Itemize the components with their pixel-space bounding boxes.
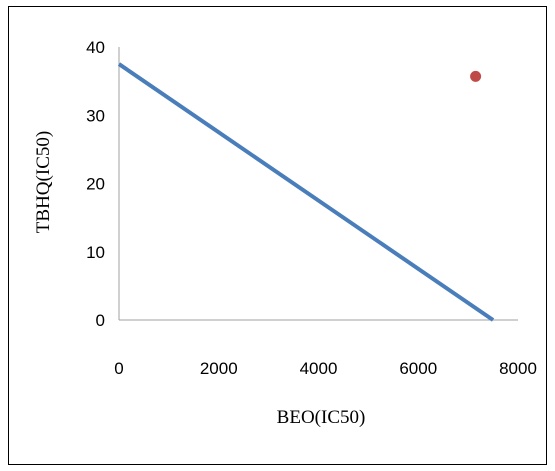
x-tick-labels: 0 2000 4000 6000 8000: [114, 359, 537, 378]
x-tick-label: 8000: [499, 359, 537, 378]
plot-area: [117, 62, 495, 322]
x-tick-label: 4000: [300, 359, 338, 378]
y-tick-label: 0: [96, 311, 105, 330]
chart-frame: 0 10 20 30 40 0 2000 4000 6000 8000 TBHQ(IC50) B…: [8, 6, 547, 465]
x-tick-label: 6000: [399, 359, 437, 378]
data-point: [470, 70, 482, 82]
y-tick-labels: 0 10 20 30 40: [86, 38, 105, 330]
y-tick-label: 20: [86, 175, 105, 194]
trend-line: [117, 62, 495, 322]
y-tick-label: 30: [86, 106, 105, 125]
x-tick-label: 0: [114, 359, 123, 378]
y-tick-label: 10: [86, 243, 105, 262]
y-tick-label: 40: [86, 38, 105, 57]
x-tick-label: 2000: [200, 359, 238, 378]
y-axis-title: TBHQ(IC50): [33, 131, 54, 233]
chart: 0 10 20 30 40 0 2000 4000 6000 8000 TBHQ(IC50) B…: [33, 38, 537, 428]
x-axis-title: BEO(IC50): [277, 407, 366, 428]
